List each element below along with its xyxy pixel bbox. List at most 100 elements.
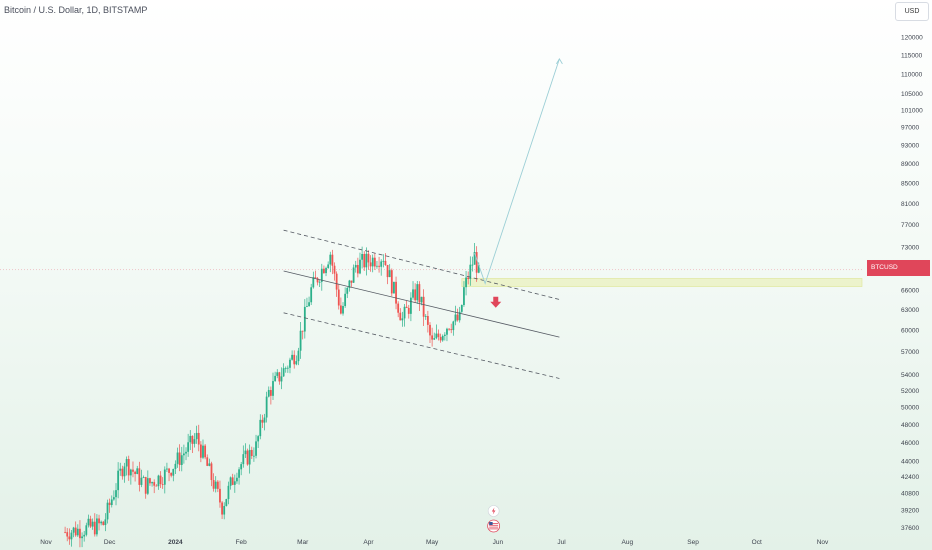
candle — [108, 498, 111, 513]
y-tick-label: 50000 — [901, 405, 919, 412]
candle — [393, 281, 395, 294]
candle — [426, 310, 429, 333]
candle-body — [93, 521, 96, 535]
candle-body — [371, 257, 374, 267]
candle-body — [121, 468, 124, 477]
candle-body — [416, 284, 419, 301]
candle-body — [193, 439, 196, 444]
candle-body — [465, 277, 467, 288]
candle — [96, 514, 98, 537]
candle — [166, 462, 168, 472]
candle-body — [68, 536, 71, 540]
candle — [471, 256, 474, 272]
candle-body — [414, 289, 417, 301]
candle-body — [443, 334, 446, 336]
candle — [361, 246, 364, 269]
candle — [282, 363, 285, 377]
candle — [216, 479, 219, 493]
candle — [433, 332, 436, 341]
candle — [255, 434, 257, 459]
candle — [197, 424, 200, 452]
candle — [280, 367, 283, 390]
candle — [467, 271, 470, 285]
candle — [199, 441, 202, 463]
lightning-icon[interactable] — [487, 505, 500, 517]
candle — [119, 462, 122, 476]
candle — [195, 425, 198, 444]
candle-body — [325, 267, 327, 274]
candle — [157, 474, 160, 490]
candle — [121, 465, 124, 480]
candle-body — [390, 270, 393, 294]
candle-body — [74, 527, 77, 536]
candle — [354, 260, 357, 273]
y-tick-label: 89000 — [901, 161, 919, 168]
candle-body — [98, 518, 100, 524]
y-tick-label: 54000 — [901, 372, 919, 379]
event-layer[interactable] — [487, 505, 501, 533]
candle — [405, 300, 408, 309]
candle-body — [323, 268, 325, 274]
candle-body — [429, 324, 431, 336]
candle-body — [176, 452, 179, 464]
candle — [439, 333, 442, 343]
candle-body — [454, 314, 457, 322]
candle-body — [100, 521, 103, 524]
candle-body — [136, 468, 139, 475]
candle-body — [282, 368, 285, 377]
candle-body — [96, 518, 98, 535]
candle — [149, 477, 151, 486]
candle-body — [299, 330, 302, 351]
candle-body — [153, 482, 156, 486]
candle-body — [458, 311, 461, 321]
candle-body — [382, 260, 385, 262]
x-tick-label: Jul — [557, 539, 566, 546]
candle-body — [314, 277, 317, 279]
candle — [100, 520, 103, 526]
candle-body — [350, 280, 353, 283]
candle — [380, 259, 383, 276]
candle — [74, 521, 77, 537]
x-tick-label: Oct — [752, 539, 762, 546]
candle — [463, 281, 465, 307]
candle-body — [257, 436, 260, 442]
candle — [178, 444, 181, 472]
candle — [373, 253, 376, 271]
candle-body — [448, 328, 450, 330]
candle-body — [397, 303, 400, 313]
candle-body — [76, 528, 79, 536]
candle — [161, 477, 164, 489]
candle-body — [255, 441, 257, 456]
drawing-layer — [283, 58, 563, 379]
candle — [424, 314, 427, 320]
candle-body — [339, 305, 342, 314]
y-tick-label: 57000 — [901, 349, 919, 356]
candle-body — [401, 318, 404, 321]
y-tick-label: 63000 — [901, 307, 919, 314]
candle-body — [229, 477, 232, 486]
support-zone — [461, 278, 863, 287]
currency-button[interactable]: USD — [895, 2, 929, 21]
candle — [395, 276, 397, 310]
candle-body — [238, 469, 240, 478]
candle-body — [208, 463, 211, 466]
candle-body — [127, 459, 130, 476]
candle — [297, 347, 300, 366]
candle-body — [331, 254, 334, 266]
candle — [189, 430, 192, 451]
us-flag-icon[interactable] — [487, 519, 501, 533]
candle-body — [210, 463, 213, 481]
candle — [257, 434, 260, 449]
candle-body — [312, 277, 315, 288]
current-price-label: BTCUSD — [867, 260, 930, 276]
x-tick-label: Nov — [817, 539, 829, 546]
candle — [403, 303, 406, 327]
candle — [81, 532, 83, 548]
candle — [412, 281, 414, 300]
y-tick-label: 120000 — [901, 35, 923, 42]
candle — [123, 462, 126, 483]
candle — [134, 470, 137, 482]
candle-body — [348, 280, 351, 288]
candle-body — [269, 390, 272, 396]
